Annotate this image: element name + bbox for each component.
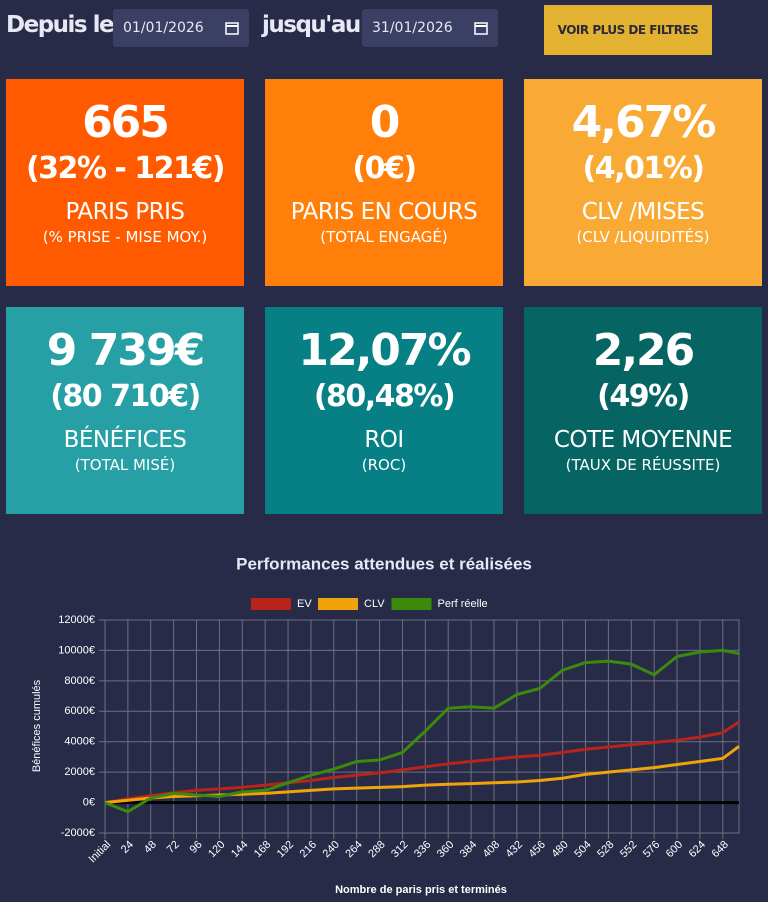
legend-label: EV: [297, 598, 312, 610]
y-axis-label: Bénéfices cumulés: [31, 679, 43, 772]
x-tick-label: 96: [188, 839, 205, 856]
tile-value: 665: [82, 97, 170, 148]
x-tick-label: 24: [119, 839, 136, 856]
x-tick-label: 624: [687, 839, 708, 860]
series-line: [104, 720, 740, 805]
chart-title: Performances attendues et réalisées: [236, 554, 532, 573]
legend-swatch: [318, 598, 358, 610]
y-tick-label: 6000€: [64, 705, 95, 717]
filter-bar: Depuis le 01/01/2026 jusqu'au 31/01/2026…: [0, 0, 768, 60]
x-tick-label: 264: [343, 839, 364, 860]
tile-label: PARIS EN COURS: [290, 199, 478, 225]
legend-swatch: [391, 598, 432, 610]
x-tick-label: 480: [549, 839, 570, 860]
series-line: [104, 648, 740, 814]
stat-tile: 4,67% (4,01%) CLV /MISES (CLV /LIQUIDITÉS): [524, 79, 762, 286]
plot-frame: [104, 619, 740, 834]
x-tick-label: 456: [526, 839, 547, 860]
stat-tile: 665 (32% - 121€) PARIS PRIS (% PRISE - MISE…: [6, 79, 244, 286]
tile-value: 2,26: [592, 325, 696, 376]
x-tick-label: 48: [142, 839, 159, 856]
x-tick-label: 72: [165, 839, 182, 856]
x-tick-label: 432: [504, 839, 525, 860]
x-tick-label: 144: [229, 839, 250, 860]
x-tick-label: 528: [595, 839, 616, 860]
tile-subvalue: (4,01%): [582, 151, 706, 186]
y-tick-label: 2000€: [64, 766, 95, 778]
y-tick-label: 10000€: [58, 644, 95, 656]
tile-sublabel: (ROC): [361, 456, 407, 474]
x-axis-label: Nombre de paris pris et terminés: [335, 884, 507, 896]
y-tick-label: 8000€: [64, 675, 95, 687]
y-tick-label: 12000€: [58, 614, 95, 626]
tile-subvalue: (0€): [352, 151, 417, 186]
x-tick-label: 216: [298, 839, 319, 860]
more-filters-button[interactable]: VOIR PLUS DE FILTRES: [544, 5, 712, 55]
x-tick-label: 312: [389, 839, 410, 860]
tile-sublabel: (TOTAL ENGAGÉ): [320, 228, 448, 246]
x-tick-label: 504: [572, 839, 593, 860]
x-tick-label: 408: [481, 839, 502, 860]
stat-tile: 0 (0€) PARIS EN COURS (TOTAL ENGAGÉ): [265, 79, 503, 286]
to-date: 31/01/2026: [372, 20, 453, 36]
to-label: jusqu'au: [262, 12, 361, 38]
tile-value: 12,07%: [298, 325, 471, 376]
tile-value: 4,67%: [571, 97, 717, 148]
x-tick-label: 648: [710, 839, 731, 860]
x-tick-label: 120: [206, 839, 227, 860]
from-label: Depuis le: [6, 12, 115, 38]
legend-label: Perf réelle: [438, 598, 488, 610]
tile-label: BÉNÉFICES: [63, 427, 187, 453]
x-tick-label: 360: [435, 839, 456, 860]
stat-tile: 12,07% (80,48%) ROI (ROC): [265, 307, 503, 514]
x-tick-label: 600: [664, 839, 685, 860]
x-tick-label: Initial: [87, 839, 114, 866]
y-tick-label: -2000€: [61, 827, 95, 839]
x-tick-label: 240: [321, 839, 342, 860]
calendar-icon: [474, 22, 488, 35]
y-tick-label: 4000€: [64, 736, 95, 748]
x-tick-label: 192: [275, 839, 296, 860]
tile-label: CLV /MISES: [581, 199, 705, 225]
to-date-input[interactable]: 31/01/2026: [362, 9, 498, 47]
tile-subvalue: (49%): [597, 379, 690, 414]
tile-sublabel: (% PRISE - MISE MOY.): [42, 228, 208, 246]
x-tick-label: 288: [366, 839, 387, 860]
x-tick-label: 384: [458, 839, 479, 860]
chart: Performances attendues et réalisées Béné…: [31, 554, 740, 896]
tile-value: 9 739€: [46, 325, 205, 376]
calendar-icon: [225, 22, 239, 35]
tile-label: PARIS PRIS: [65, 199, 185, 225]
tile-sublabel: (TOTAL MISÉ): [74, 456, 176, 474]
tile-subvalue: (32% - 121€): [25, 151, 226, 186]
from-date: 01/01/2026: [123, 20, 204, 36]
tile-subvalue: (80,48%): [313, 379, 456, 414]
tile-sublabel: (CLV /LIQUIDITÉS): [576, 228, 710, 246]
legend-label: CLV: [364, 598, 385, 610]
tile-sublabel: (TAUX DE RÉUSSITE): [565, 456, 721, 474]
y-tick-label: 0€: [83, 796, 95, 808]
x-tick-label: 168: [252, 839, 273, 860]
x-tick-label: 336: [412, 839, 433, 860]
tile-value: 0: [369, 97, 401, 148]
x-tick-label: 552: [618, 839, 639, 860]
legend-swatch: [251, 598, 291, 610]
x-tick-label: 576: [641, 839, 662, 860]
stat-tile: 2,26 (49%) COTE MOYENNE (TAUX DE RÉUSSITE): [524, 307, 762, 514]
tile-label: ROI: [364, 427, 404, 453]
stat-tile: 9 739€ (80 710€) BÉNÉFICES (TOTAL MISÉ): [6, 307, 244, 514]
tile-subvalue: (80 710€): [50, 379, 201, 414]
tile-label: COTE MOYENNE: [553, 427, 733, 453]
from-date-input[interactable]: 01/01/2026: [113, 9, 249, 47]
